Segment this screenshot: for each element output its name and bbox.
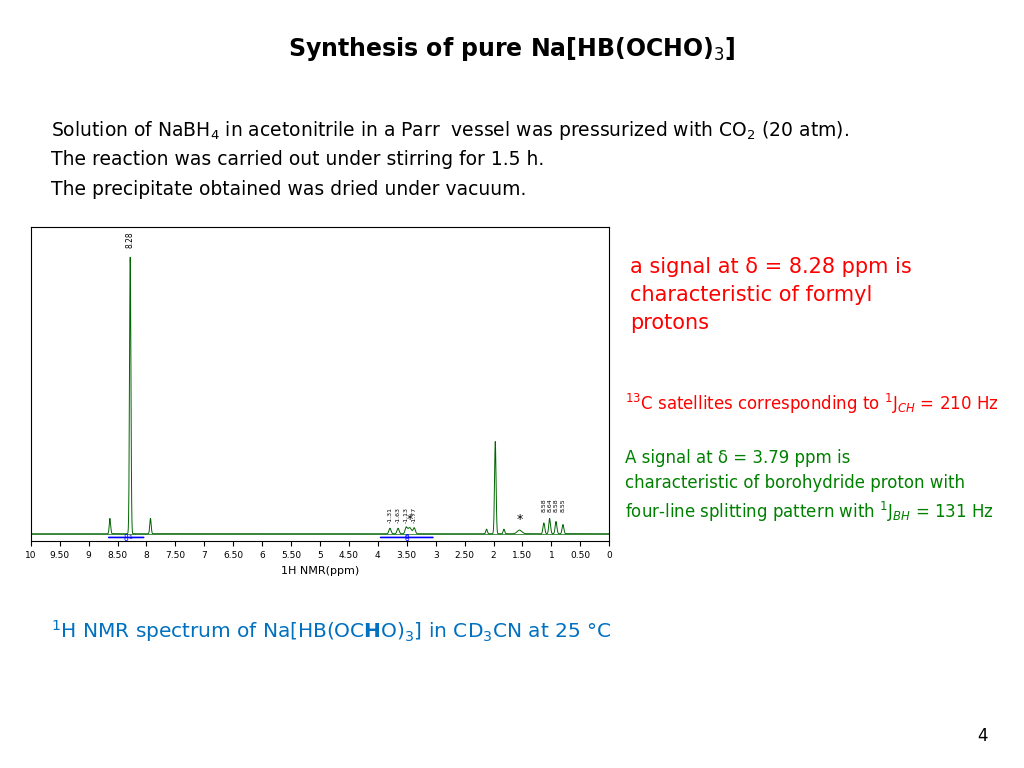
Text: -1.77: -1.77 — [412, 507, 417, 523]
Text: 8.64: 8.64 — [547, 498, 552, 511]
Text: a signal at δ = 8.28 ppm is
characteristic of formyl
protons: a signal at δ = 8.28 ppm is characterist… — [630, 257, 911, 333]
Text: Synthesis of pure Na[HB(OCHO)$_3$]: Synthesis of pure Na[HB(OCHO)$_3$] — [288, 35, 736, 62]
X-axis label: 1H NMR(ppm): 1H NMR(ppm) — [281, 566, 359, 576]
Text: The reaction was carried out under stirring for 1.5 h.: The reaction was carried out under stirr… — [51, 150, 545, 169]
Text: 8: 8 — [404, 534, 410, 542]
Text: 8.28: 8.28 — [126, 231, 135, 248]
Text: 8: 8 — [124, 534, 129, 542]
Text: *: * — [516, 513, 522, 526]
Text: 8.55: 8.55 — [560, 498, 565, 511]
Text: -1.63: -1.63 — [395, 507, 400, 523]
Text: 8.58: 8.58 — [554, 498, 558, 511]
Text: A signal at δ = 3.79 ppm is
characteristic of borohydride proton with
four-line : A signal at δ = 3.79 ppm is characterist… — [625, 449, 993, 524]
Text: $^1$H NMR spectrum of Na[HB(OC$\mathbf{H}$O)$_3$] in CD$_3$CN at 25 °C: $^1$H NMR spectrum of Na[HB(OC$\mathbf{H… — [51, 618, 611, 644]
Text: 8.58: 8.58 — [542, 498, 547, 511]
Text: 4: 4 — [978, 727, 988, 745]
Text: *: * — [407, 513, 413, 526]
Text: The precipitate obtained was dried under vacuum.: The precipitate obtained was dried under… — [51, 180, 526, 200]
Text: Solution of NaBH$_4$ in acetonitrile in a Parr  vessel was pressurized with CO$_: Solution of NaBH$_4$ in acetonitrile in … — [51, 119, 849, 142]
Text: 0: 0 — [404, 535, 409, 541]
Text: -1.13: -1.13 — [403, 507, 409, 523]
Text: -1.31: -1.31 — [387, 507, 392, 523]
Text: $^{13}$C satellites corresponding to $^1$J$_{CH}$ = 210 Hz: $^{13}$C satellites corresponding to $^1… — [625, 392, 998, 415]
Text: 1: 1 — [128, 535, 132, 541]
